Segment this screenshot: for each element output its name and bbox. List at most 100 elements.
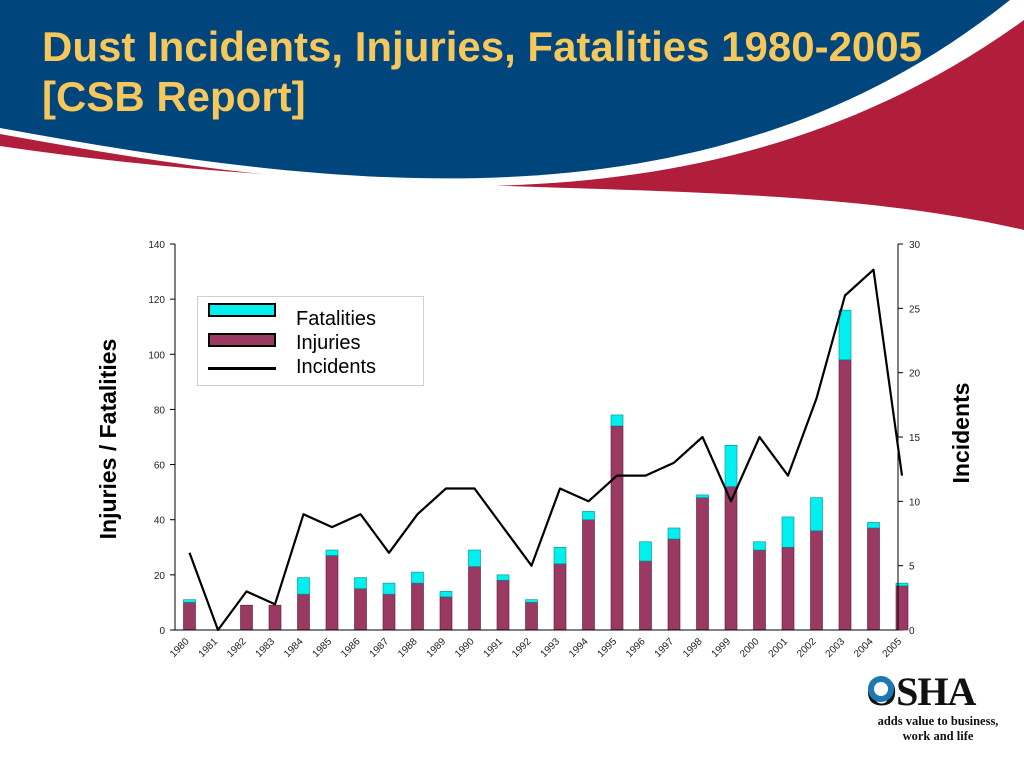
fatalities-bar — [838, 309, 852, 361]
osha-tagline-line1: adds value to business, — [877, 714, 999, 728]
fatalities-bar — [696, 494, 709, 498]
injuries-bar — [382, 593, 396, 631]
x-tick-label: 1981 — [197, 636, 221, 660]
x-tick-label: 1987 — [368, 636, 392, 660]
right-tick-label: 30 — [909, 240, 921, 251]
fatalities-bar — [354, 577, 367, 589]
right-tick-label: 10 — [909, 497, 921, 508]
injuries-bar — [867, 527, 880, 631]
left-tick-label: 60 — [154, 461, 166, 472]
x-tick-label: 1989 — [425, 636, 449, 660]
injuries-bar — [439, 596, 453, 631]
x-tick-label: 2003 — [824, 636, 848, 660]
left-axis-ticks: 0 20 40 60 80 100 120 140 — [148, 240, 175, 637]
injuries-bar — [183, 602, 196, 631]
injuries-bar — [411, 582, 424, 631]
x-tick-label: 1991 — [482, 636, 506, 660]
fatalities-bar — [297, 577, 310, 595]
fatalities-bar — [468, 549, 481, 567]
left-tick-label: 120 — [148, 295, 165, 306]
right-tick-label: 0 — [909, 626, 915, 637]
right-tick-label: 25 — [909, 304, 921, 315]
osha-tagline-line2: work and life — [902, 729, 974, 743]
x-tick-label: 1992 — [510, 636, 534, 660]
x-tick-label: 2000 — [738, 636, 762, 660]
legend-injuries-label: Injuries — [296, 332, 361, 354]
fatalities-bar — [781, 516, 795, 548]
fatalities-bar — [895, 582, 909, 587]
fatalities-bar — [439, 591, 453, 598]
x-tick-label: 1995 — [596, 636, 620, 660]
y-axis-right-title: Incidents — [948, 382, 974, 484]
bars — [183, 309, 909, 631]
injuries-bar — [810, 530, 823, 631]
injuries-bar — [325, 555, 339, 631]
right-tick-label: 20 — [909, 369, 921, 380]
injuries-bar — [696, 497, 709, 631]
fatalities-bar — [183, 599, 196, 603]
y-axis-left-title: Injuries / Fatalities — [95, 338, 121, 540]
fatalities-bar — [724, 444, 738, 487]
fatalities-bar — [753, 541, 766, 551]
injuries-bar — [753, 549, 766, 631]
x-tick-label: 1985 — [311, 636, 335, 660]
legend-incidents-label: Incidents — [296, 356, 377, 378]
x-tick-label: 1998 — [681, 636, 705, 660]
incidents-line — [188, 268, 904, 632]
incidents-line-group — [188, 268, 904, 632]
left-tick-label: 80 — [154, 405, 166, 416]
left-tick-label: 0 — [159, 626, 165, 637]
fatalities-bar — [411, 571, 424, 584]
fatalities-bar — [582, 511, 595, 521]
x-tick-label: 1984 — [282, 636, 306, 660]
x-tick-label: 1980 — [168, 636, 192, 660]
legend-incidents-swatch — [208, 367, 276, 370]
injuries-bar — [582, 519, 595, 631]
fatalities-bar — [639, 541, 652, 562]
x-tick-label: 2004 — [852, 636, 876, 660]
injuries-bar — [667, 538, 681, 631]
right-tick-label: 5 — [909, 562, 915, 573]
fatalities-bar — [610, 414, 624, 427]
injuries-bar — [496, 580, 510, 631]
fatalities-bar — [867, 522, 880, 529]
x-tick-label: 1996 — [624, 636, 648, 660]
osha-ring-icon — [868, 676, 894, 702]
fatalities-bar — [382, 582, 396, 595]
injuries-bar — [468, 566, 481, 631]
injuries-bar — [610, 425, 624, 631]
x-tick-label: 1983 — [254, 636, 278, 660]
right-axis-ticks: 0 5 10 15 20 25 30 — [898, 240, 921, 637]
x-tick-label: 1988 — [396, 636, 420, 660]
x-tick-label: 1982 — [225, 636, 249, 660]
injuries-bar — [268, 604, 282, 631]
injuries-bar — [553, 563, 567, 631]
left-tick-label: 40 — [154, 516, 166, 527]
x-tick-label: 1993 — [539, 636, 563, 660]
right-tick-label: 15 — [909, 433, 921, 444]
injuries-bar — [354, 588, 367, 631]
fatalities-bar — [553, 546, 567, 565]
legend-labels: Fatalities Injuries Incidents — [296, 307, 396, 379]
injuries-bar — [240, 604, 253, 631]
left-tick-label: 140 — [148, 240, 165, 251]
legend-fatalities-label: Fatalities — [296, 308, 377, 330]
left-tick-label: 100 — [148, 350, 165, 361]
x-tick-label: 1994 — [567, 636, 591, 660]
injuries-bar — [838, 359, 852, 631]
left-tick-label: 20 — [154, 571, 166, 582]
slide-title: Dust Incidents, Injuries, Fatalities 198… — [42, 23, 923, 120]
injuries-bar — [525, 602, 538, 631]
fatalities-bar — [496, 574, 510, 581]
fatalities-bar — [325, 549, 339, 556]
injuries-bar — [781, 546, 795, 631]
x-tick-label: 1999 — [710, 636, 734, 660]
banner-blue-panel — [0, 0, 1010, 179]
x-tick-label: 2005 — [881, 636, 905, 660]
injuries-bar — [724, 486, 738, 631]
x-tick-label: 2002 — [795, 636, 819, 660]
chart-legend: Fatalities Injuries Incidents — [197, 296, 424, 386]
legend-injuries-swatch — [208, 333, 276, 347]
fatalities-bar — [525, 599, 538, 603]
